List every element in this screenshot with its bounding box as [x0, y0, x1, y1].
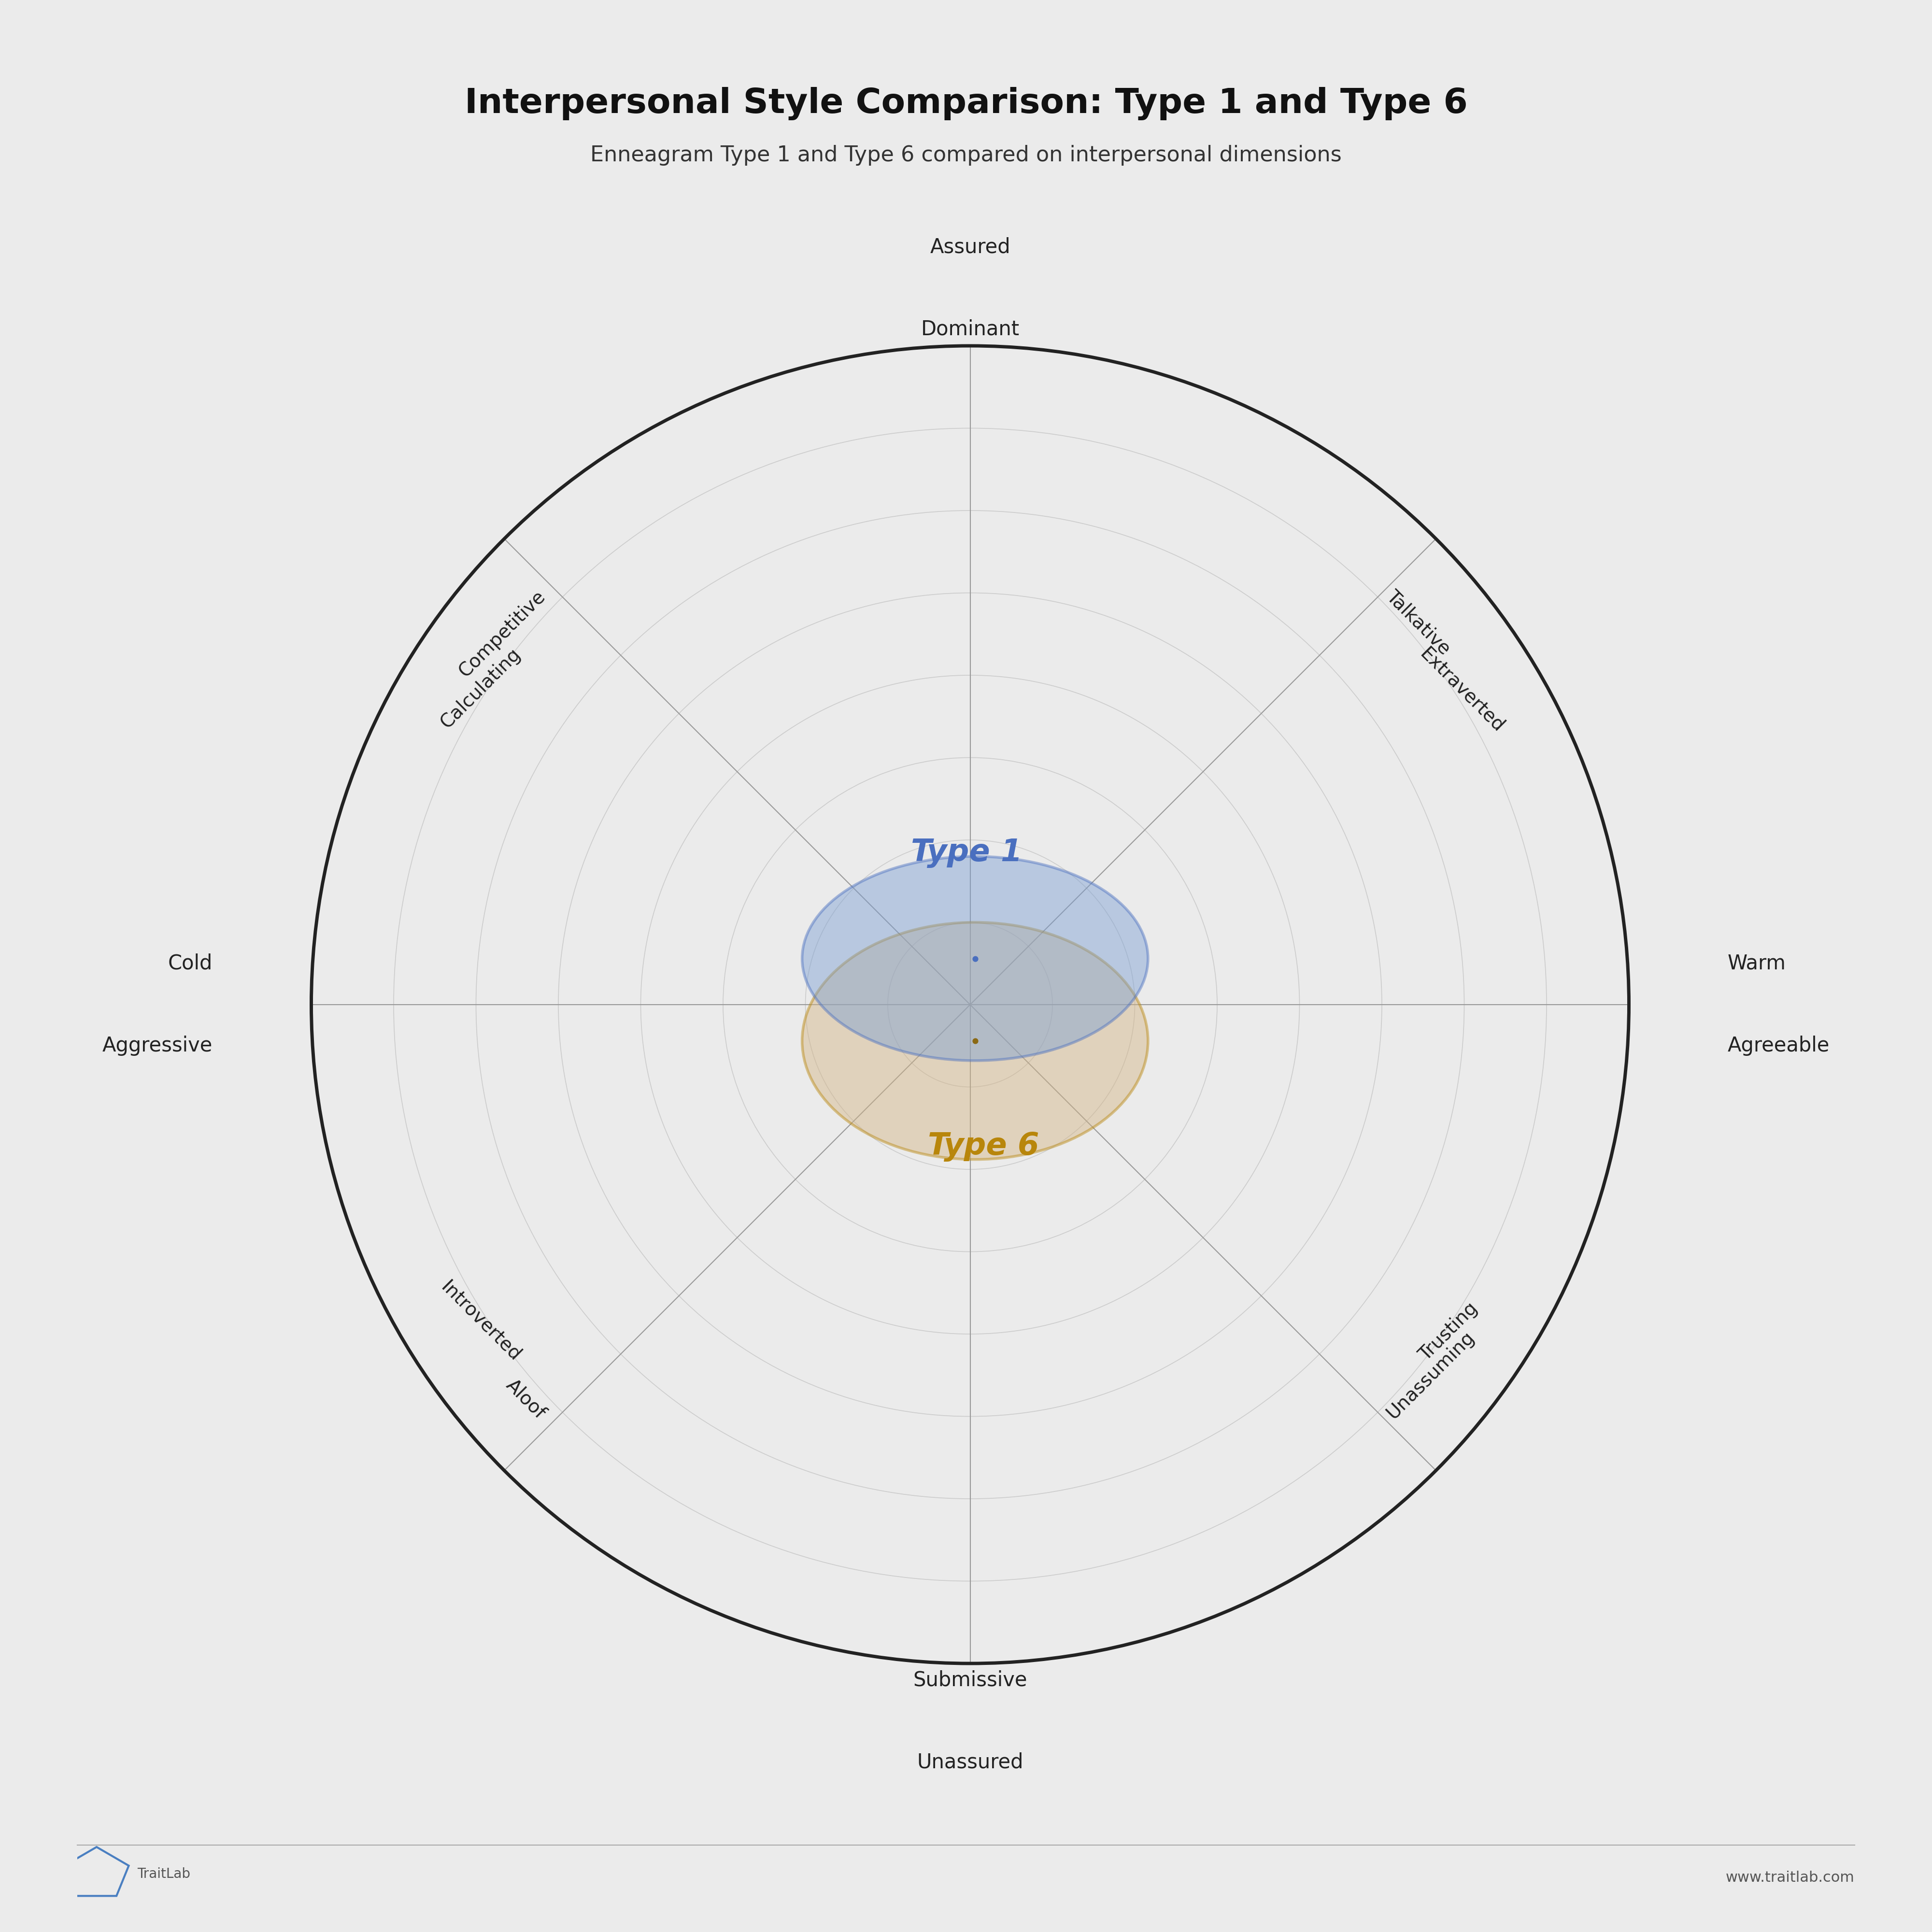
- Text: Extraverted: Extraverted: [1416, 645, 1507, 736]
- Text: Trusting: Trusting: [1416, 1298, 1482, 1364]
- Text: Talkative: Talkative: [1383, 587, 1455, 659]
- Text: Introverted: Introverted: [437, 1277, 524, 1364]
- Text: Agreeable: Agreeable: [1727, 1036, 1830, 1057]
- Text: Assured: Assured: [929, 238, 1010, 257]
- Ellipse shape: [802, 922, 1148, 1159]
- Text: Enneagram Type 1 and Type 6 compared on interpersonal dimensions: Enneagram Type 1 and Type 6 compared on …: [591, 145, 1341, 166]
- Text: Interpersonal Style Comparison: Type 1 and Type 6: Interpersonal Style Comparison: Type 1 a…: [464, 87, 1468, 120]
- Point: [960, 943, 991, 974]
- Text: Dominant: Dominant: [922, 319, 1020, 340]
- Text: Unassuming: Unassuming: [1383, 1327, 1478, 1422]
- Text: Aloof: Aloof: [502, 1376, 549, 1422]
- Text: Competitive: Competitive: [456, 587, 549, 680]
- Text: www.traitlab.com: www.traitlab.com: [1725, 1870, 1855, 1886]
- Text: Cold: Cold: [168, 952, 213, 974]
- Ellipse shape: [802, 856, 1148, 1061]
- Point: [960, 1026, 991, 1057]
- Text: TraitLab: TraitLab: [137, 1866, 189, 1882]
- Text: Submissive: Submissive: [914, 1669, 1028, 1690]
- Text: Aggressive: Aggressive: [102, 1036, 213, 1057]
- Text: Type 6: Type 6: [927, 1132, 1039, 1161]
- Text: Type 1: Type 1: [912, 838, 1022, 867]
- Text: Unassured: Unassured: [918, 1752, 1024, 1772]
- Text: Calculating: Calculating: [437, 645, 524, 732]
- Text: Warm: Warm: [1727, 952, 1785, 974]
